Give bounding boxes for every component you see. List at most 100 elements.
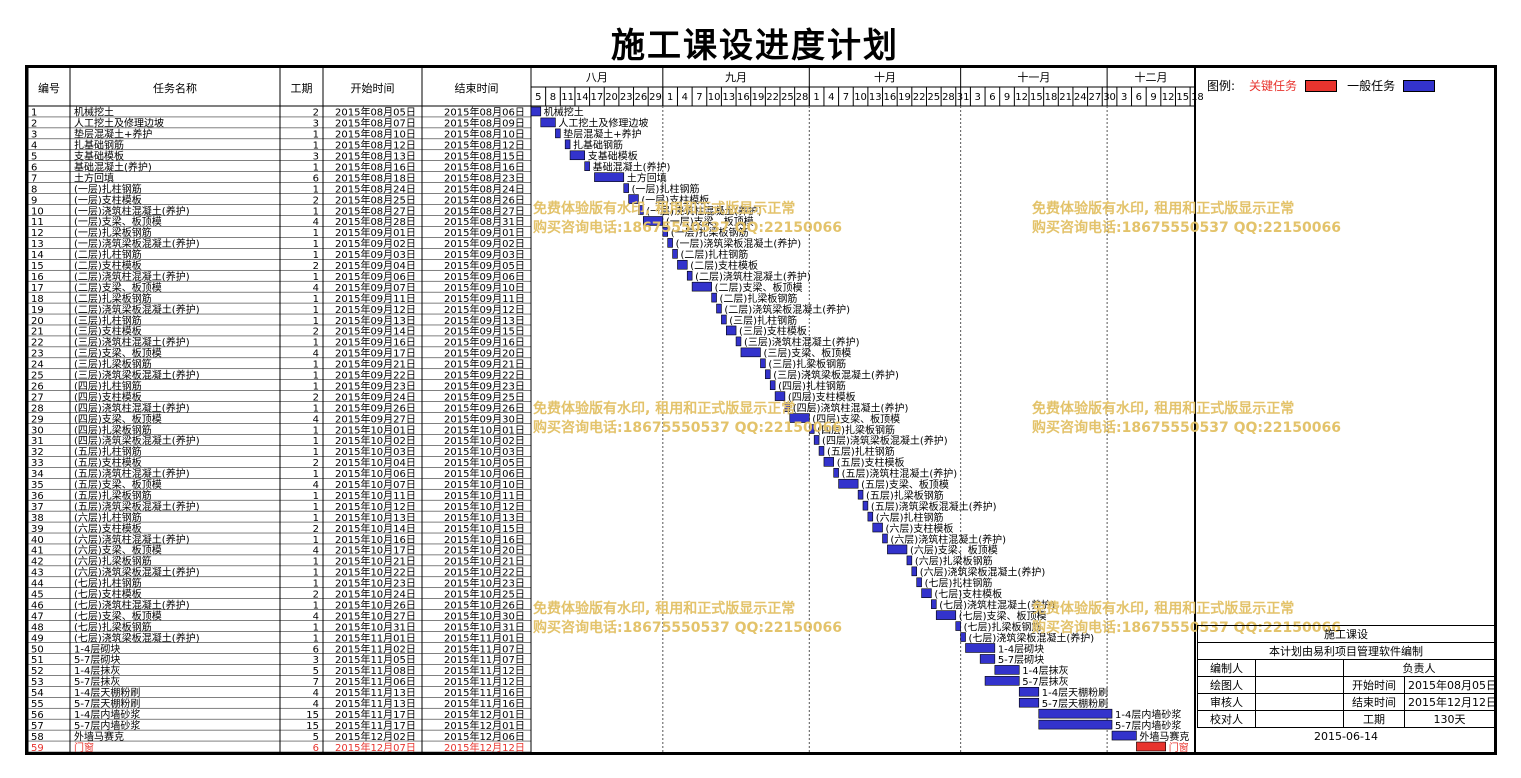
task-end: 2015年09月26日 [444,401,525,414]
task-duration: 1 [313,633,319,644]
legend-critical-label: 关键任务 [1249,79,1298,93]
task-duration: 7 [313,677,319,688]
editor-value [1255,659,1344,677]
gantt-frame [25,65,1497,755]
task-end: 2015年08月24日 [444,182,525,195]
gantt-bar [862,500,869,511]
task-name: (四层)支梁、板顶模 [74,412,162,425]
day-tick-label: 10 [854,92,867,103]
gantt-bar [1111,730,1137,741]
task-name: 1-4层砌块 [74,643,120,655]
header-no: 编号 [38,81,60,95]
gantt-bar-label: (五层)浇筑柱混凝土(养护) [842,467,958,480]
day-tick-label: 3 [975,92,981,103]
task-start: 2015年09月16日 [335,336,416,349]
header-start: 开始时间 [351,81,395,95]
task-duration: 1 [313,162,319,173]
task-start: 2015年09月04日 [335,259,416,272]
task-duration: 1 [313,447,319,458]
gantt-bar-label: 1-4层抹灰 [1022,664,1068,677]
task-name: (七层)支梁、板顶模 [74,609,162,622]
gantt-bar [979,654,996,664]
task-end: 2015年08月12日 [444,139,525,152]
drawer-value [1255,676,1344,694]
task-duration: 1 [313,305,319,316]
task-id: 36 [31,491,44,502]
task-end: 2015年11月12日 [444,664,525,677]
start-value: 2015年08月05日 [1404,676,1495,694]
task-duration: 15 [306,721,319,732]
task-id: 47 [31,611,44,622]
gantt-bar [686,270,693,281]
task-name: (一层)浇筑柱混凝土(养护) [74,204,190,217]
gantt-bar-label: (六层)扎梁板钢筋 [915,555,993,568]
gantt-bar-label: (三层)支柱模板 [739,325,807,338]
task-end: 2015年11月01日 [444,631,525,644]
gantt-bar-label: (四层)扎梁板钢筋 [817,423,895,436]
task-id: 6 [31,162,37,173]
task-name: (七层)扎柱钢筋 [74,577,142,590]
task-end: 2015年10月03日 [444,445,525,458]
day-tick-label: 1 [813,92,819,103]
task-id: 7 [31,173,37,184]
page-title: 施工课设进度计划 [611,26,899,66]
day-tick-label: 9 [1150,92,1156,103]
gantt-bar-label: (七层)支柱模板 [934,588,1002,601]
gantt-bar-label: (二层)支柱模板 [690,259,758,272]
task-end: 2015年09月20日 [444,347,525,360]
task-duration: 4 [313,414,319,425]
task-duration: 5 [313,732,319,743]
gantt-bar [789,413,810,423]
task-id: 31 [31,436,44,447]
task-end: 2015年09月05日 [444,259,525,272]
task-end: 2015年10月21日 [444,555,525,568]
task-id: 20 [31,316,44,327]
day-tick-label: 4 [828,92,834,103]
reviewer-label: 审核人 [1197,693,1256,711]
task-name: 5-7层砌块 [74,654,120,666]
gantt-bar [594,172,625,182]
task-duration: 1 [313,130,319,141]
gantt-bar [662,227,669,237]
gantt-bar-label: (四层)浇筑柱混凝土(养护) [793,401,909,414]
task-end: 2015年12月01日 [444,719,525,732]
task-id: 54 [31,688,44,699]
gantt-bar-label: (一层)支柱模板 [641,193,709,206]
side-panel: 图例: 关键任务 一般任务 施工课设 本计划由易利项目管理软件编制 编制人 负责… [1197,68,1495,752]
end-label: 结束时间 [1343,693,1405,711]
gantt-bar-label: (二层)扎梁板钢筋 [720,292,798,305]
task-duration: 5 [313,666,319,677]
task-end: 2015年09月13日 [444,314,525,327]
day-tick-label: 19 [898,92,911,103]
task-start: 2015年10月24日 [335,588,416,601]
day-tick-label: 8 [550,92,556,103]
task-name: (七层)支柱模板 [74,588,142,601]
gantt-bar-label: (七层)浇筑柱混凝土(养护) [939,598,1055,611]
task-name: (六层)支梁、板顶模 [74,544,162,557]
gantt-bar [965,643,996,653]
task-start: 2015年12月02日 [335,730,416,743]
gantt-bar [667,238,673,248]
task-id: 28 [31,403,44,414]
task-name: (四层)扎梁板钢筋 [74,423,152,436]
task-start: 2015年08月27日 [335,204,416,217]
day-tick-label: 3 [1121,92,1127,103]
task-name: (四层)支柱模板 [74,390,142,403]
task-start: 2015年08月05日 [335,106,416,119]
task-id: 27 [31,392,44,403]
drawer-label: 绘图人 [1197,676,1256,694]
task-duration: 1 [313,557,319,568]
gantt-bar-label: (五层)支柱模板 [837,456,905,469]
task-start: 2015年09月22日 [335,369,416,382]
day-tick-label: 1 [667,92,673,103]
task-duration: 2 [313,195,319,206]
gantt-bar-label: 人工挖土及修理边坡 [558,117,648,130]
gantt-bar [1018,687,1040,697]
legend-normal-swatch [1403,79,1436,92]
editor-label: 编制人 [1197,659,1256,677]
task-duration: 4 [313,217,319,228]
task-end: 2015年08月23日 [444,171,525,184]
task-name: (五层)浇筑梁板混凝土(养护) [74,500,200,513]
gantt-bar-label: (七层)扎柱钢筋 [925,577,993,590]
task-end: 2015年09月30日 [444,412,525,425]
